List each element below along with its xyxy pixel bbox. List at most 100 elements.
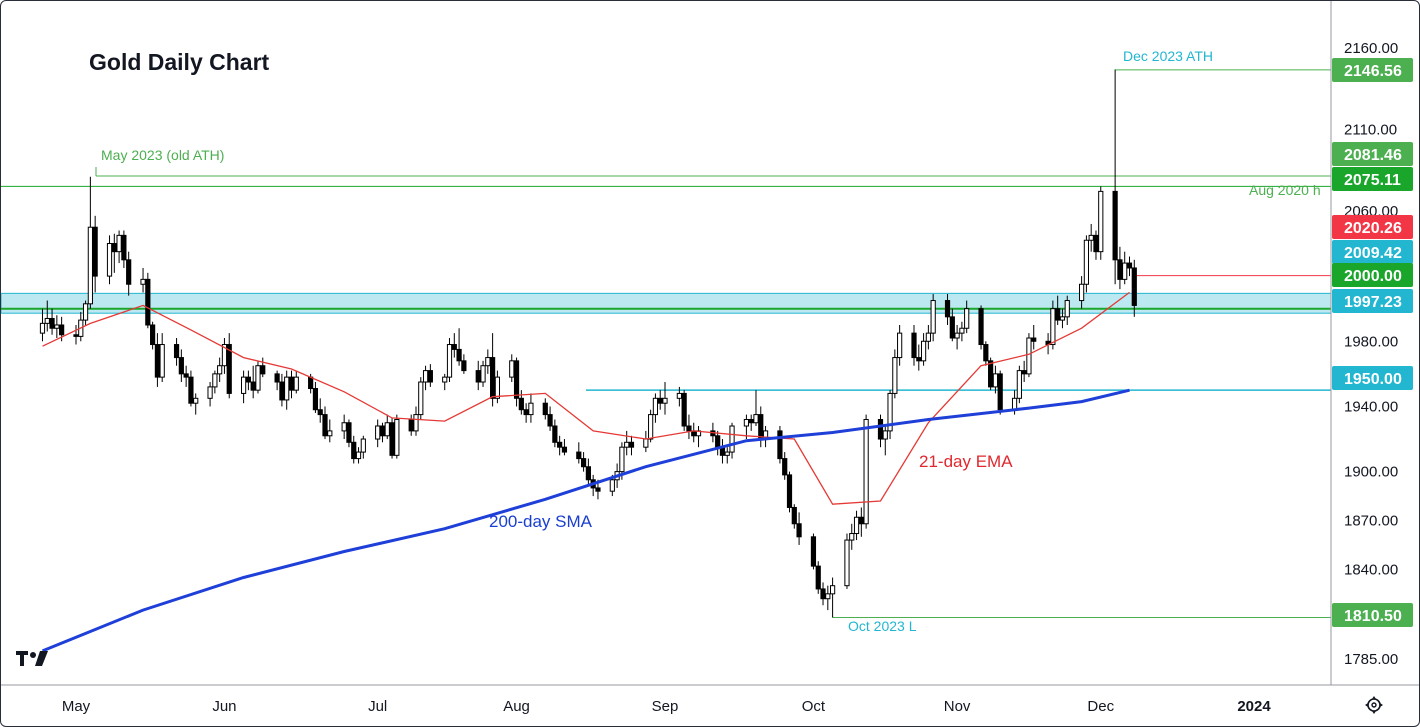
candle [490,333,496,407]
candle [312,382,319,413]
candle [652,393,659,423]
candle [863,414,869,529]
price-axis[interactable]: 2160.002110.002060.001980.001940.001900.… [1344,40,1398,668]
candle [44,300,50,332]
candle [427,364,433,387]
candle [1021,360,1027,383]
price-label[interactable]: 2020.26 [1332,215,1413,239]
candle [173,338,180,366]
candle [892,349,898,399]
x-tick-label: Jul [368,698,387,715]
candle [815,561,821,594]
price-label[interactable]: 2146.56 [1332,58,1413,82]
candle [681,390,687,431]
candle [106,235,113,285]
candle [116,230,122,264]
candle [39,308,46,342]
candle [145,272,151,329]
candle [451,333,457,358]
candle [691,422,697,443]
candle [154,333,161,387]
time-axis[interactable]: May Jun Jul Aug Sep Oct Nov Dec 2024 [62,698,1272,715]
annotation-label: Aug 2020 h [1249,182,1321,198]
candle [279,373,285,407]
price-label[interactable]: 1997.23 [1332,289,1413,313]
price-label[interactable]: 2075.11 [1332,167,1413,191]
y-tick-label: 1840.00 [1344,561,1398,578]
candle [355,447,362,464]
candle [111,233,117,273]
y-tick-label: 2110.00 [1344,121,1397,138]
candle [1131,259,1137,317]
candle [810,533,817,570]
candle [1055,295,1061,325]
candle [274,370,280,391]
candle [825,585,831,611]
candle [576,442,582,464]
candle [346,419,352,448]
candle [930,294,936,342]
price-label[interactable]: 2009.42 [1332,240,1413,264]
svg-text:1950.00: 1950.00 [1344,371,1402,388]
candle [351,435,357,464]
price-label[interactable]: 1950.00 [1332,366,1413,390]
candle [159,333,165,383]
tradingview-logo[interactable] [16,651,48,666]
price-label[interactable]: 2081.46 [1332,142,1413,166]
candle [925,324,931,350]
candle [695,426,702,448]
svg-text:2081.46: 2081.46 [1344,147,1402,164]
candle [978,305,984,350]
candle [1050,300,1056,350]
svg-text:2009.42: 2009.42 [1344,245,1402,262]
candle [140,267,146,293]
candle [217,357,223,383]
candle [782,452,788,480]
candle [360,435,366,459]
annotation-label: Oct 2023 L [848,618,917,634]
candle [178,349,184,383]
candle [341,414,347,440]
candle [528,393,534,423]
y-tick-label: 1785.00 [1344,651,1398,668]
candle [221,338,228,374]
candle [1016,365,1022,404]
candle [284,370,290,410]
y-tick-label: 1980.00 [1344,333,1398,350]
candle [509,354,515,383]
candle [150,321,156,350]
candle [250,365,256,399]
candle [485,349,491,374]
candle [657,390,663,410]
candle [126,251,132,296]
candle [1126,256,1133,277]
sma-200-line [41,388,1130,653]
candle [580,452,587,472]
settings-gear-icon[interactable] [1365,696,1383,714]
candle [73,324,79,345]
candle [724,447,730,464]
price-label[interactable]: 1810.50 [1332,603,1413,627]
candle [255,360,261,394]
svg-text:2000.00: 2000.00 [1344,268,1402,285]
candle [456,328,462,366]
candle [561,439,568,456]
candle [293,370,299,394]
candle [475,360,481,391]
candle [1112,69,1118,285]
candle [897,324,903,366]
candle [944,294,951,325]
candle [954,324,960,350]
candle [743,414,750,440]
candle [916,344,922,371]
candle [241,370,247,404]
candle [49,308,55,335]
y-tick-label: 1870.00 [1344,513,1398,530]
candle [983,341,989,366]
y-tick-label: 1900.00 [1344,464,1398,481]
candle [1079,276,1085,309]
price-label[interactable]: 2000.00 [1332,263,1413,287]
candle [964,300,970,334]
